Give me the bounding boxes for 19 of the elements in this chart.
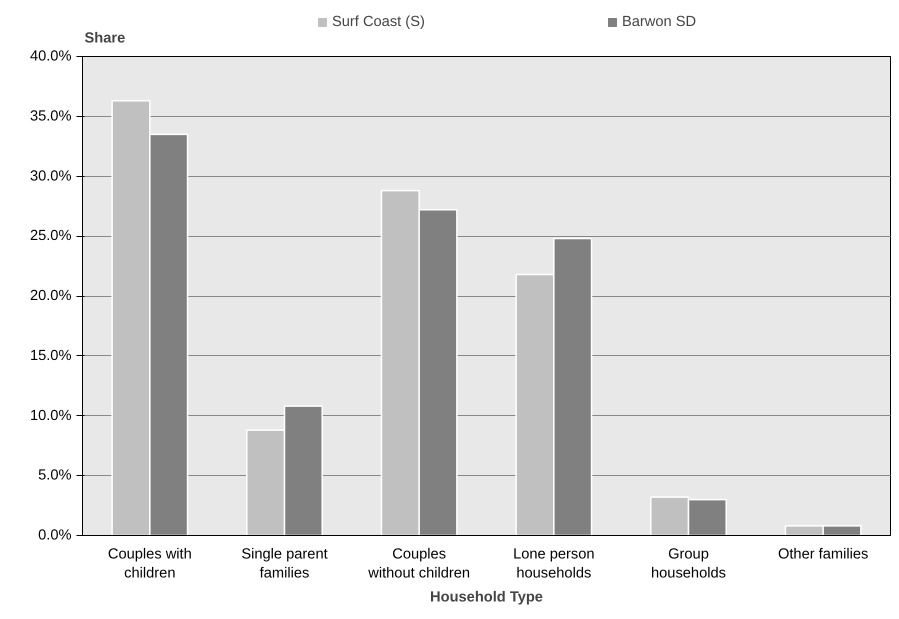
x-tick-label: Lone person households	[513, 546, 595, 582]
y-tick-label: 30.0%	[30, 168, 72, 184]
y-tick-label: 15.0%	[30, 348, 72, 364]
y-tick-label: 25.0%	[30, 228, 72, 244]
x-tick-label: Single parent families	[241, 546, 328, 582]
x-tick-label: Couples without children	[367, 546, 470, 582]
y-tick-label: 40.0%	[30, 48, 72, 64]
x-tick-label: Group households	[651, 546, 726, 582]
y-tick-label: 0.0%	[38, 528, 72, 544]
legend-label: Surf Coast (S)	[332, 14, 426, 30]
x-tick-label: Other families	[778, 546, 868, 562]
x-axis-title: Household Type	[430, 590, 543, 606]
x-tick-label: Couples with children	[108, 546, 192, 582]
y-axis-title: Share	[84, 30, 126, 46]
y-tick-label: 35.0%	[30, 108, 72, 124]
y-tick-label: 20.0%	[30, 288, 72, 304]
y-tick-label: 5.0%	[38, 468, 72, 484]
y-tick-label: 10.0%	[30, 408, 72, 424]
legend-label: Barwon SD	[622, 14, 698, 30]
